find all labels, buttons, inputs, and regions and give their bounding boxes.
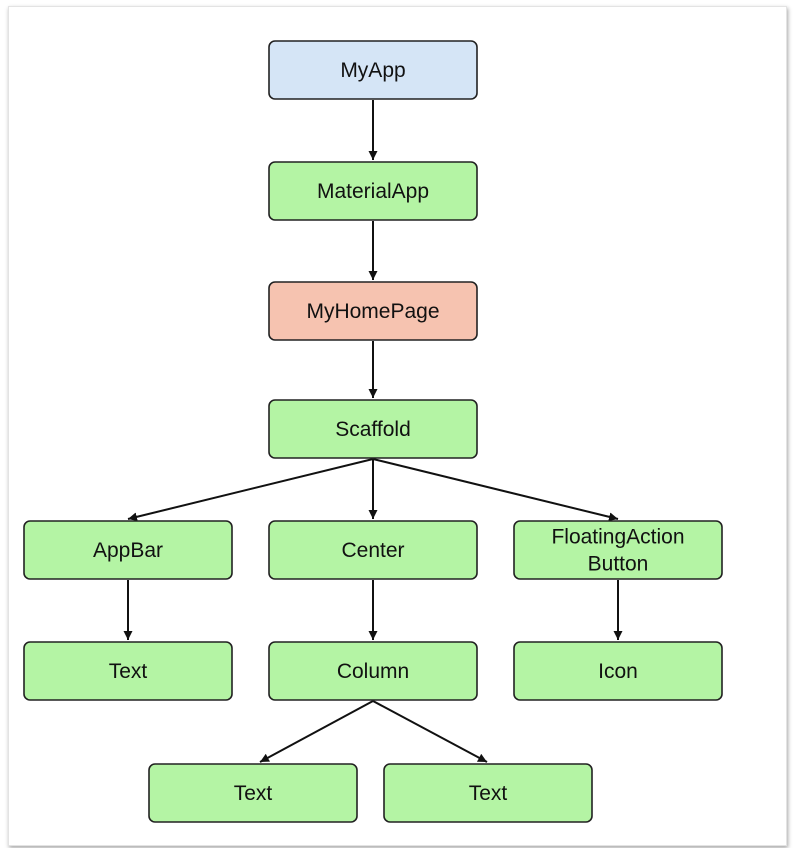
node-box-myapp: [268, 40, 478, 100]
node-box-center: [268, 520, 478, 580]
node-column: Column: [268, 641, 478, 701]
node-center: Center: [268, 520, 478, 580]
node-label-column-text-right: Text: [469, 782, 508, 805]
node-label-column: Column: [337, 660, 409, 683]
node-box-icon: [513, 641, 723, 701]
node-appbar: AppBar: [23, 520, 233, 580]
node-box-appbar-text: [23, 641, 233, 701]
node-column-text-left: Text: [148, 763, 358, 823]
edge-layer: [123, 100, 623, 763]
node-box-fab: [513, 520, 723, 580]
node-label-appbar: AppBar: [93, 539, 163, 562]
node-label-center: Center: [341, 539, 404, 562]
node-box-myhomepage: [268, 281, 478, 341]
node-scaffold: Scaffold: [268, 399, 478, 459]
node-box-column-text-left: [148, 763, 358, 823]
node-box-scaffold: [268, 399, 478, 459]
node-column-text-right: Text: [383, 763, 593, 823]
node-label-fab-line-1: FloatingAction: [551, 526, 684, 549]
node-fab: FloatingAction Button: [513, 520, 723, 580]
node-label-materialapp: MaterialApp: [317, 180, 429, 203]
node-label-icon: Icon: [598, 660, 638, 683]
node-label-column-text-left: Text: [234, 782, 273, 805]
edge-column-to-column-text-left: [259, 700, 374, 763]
node-label-appbar-text: Text: [109, 660, 148, 683]
edge-column-to-column-text-right: [372, 700, 488, 763]
node-label-myapp: MyApp: [340, 59, 405, 82]
node-icon: Icon: [513, 641, 723, 701]
node-label-scaffold: Scaffold: [335, 418, 411, 441]
node-materialapp: MaterialApp: [268, 161, 478, 221]
edge-scaffold-to-appbar: [127, 458, 374, 522]
node-box-column: [268, 641, 478, 701]
node-myapp: MyApp: [268, 40, 478, 100]
node-myhomepage: MyHomePage: [268, 281, 478, 341]
node-box-appbar: [23, 520, 233, 580]
node-box-column-text-right: [383, 763, 593, 823]
node-label-myhomepage: MyHomePage: [306, 300, 439, 323]
edge-scaffold-to-fab: [372, 458, 619, 522]
node-appbar-text: Text: [23, 641, 233, 701]
node-label-fab-line-2: Button: [588, 553, 649, 576]
node-layer: MyApp MaterialApp MyHomePage Scaffold AppBar…: [23, 40, 723, 823]
node-box-materialapp: [268, 161, 478, 221]
